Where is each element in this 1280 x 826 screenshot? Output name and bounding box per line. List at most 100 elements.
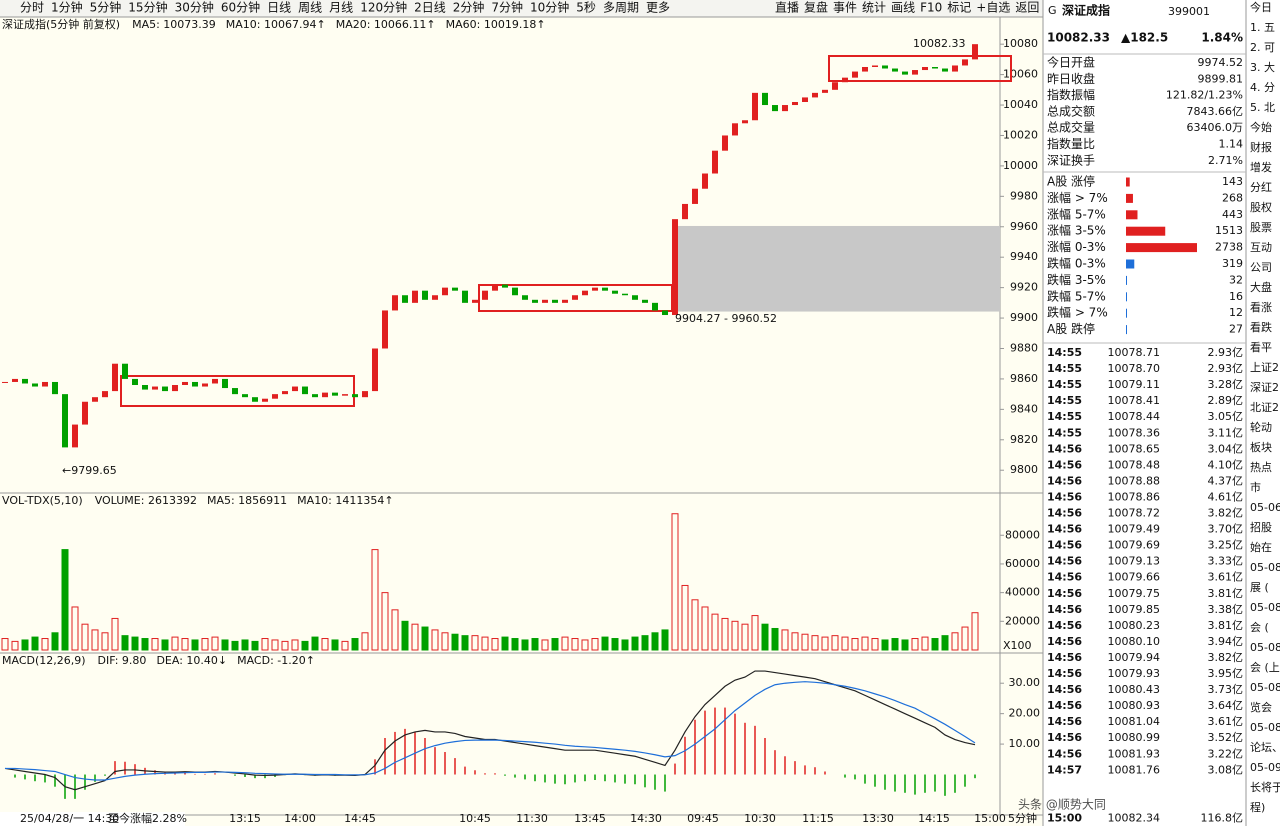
side-item[interactable]: 上证2 [1250, 361, 1279, 374]
side-item[interactable]: 看平 [1250, 340, 1272, 354]
side-item[interactable]: 北证2 [1250, 401, 1279, 414]
tick-time: 14:56 [1047, 619, 1082, 632]
pane-title: VOL-TDX(5,10) [2, 494, 83, 507]
candle [402, 295, 408, 303]
side-item[interactable]: 看跌 [1250, 320, 1272, 334]
candle [392, 295, 398, 311]
candle [862, 66, 868, 72]
side-item[interactable]: 论坛、 [1250, 740, 1280, 754]
period-tab[interactable]: 7分钟 [491, 0, 523, 15]
candle [842, 77, 848, 83]
side-item[interactable]: 3. 大 [1250, 60, 1275, 74]
candle [692, 188, 698, 204]
tick-price: 10081.76 [1108, 763, 1161, 776]
side-item[interactable]: 招股 [1250, 520, 1272, 534]
tool-button[interactable]: 事件 [833, 1, 857, 15]
side-item[interactable]: 05-08 [1250, 681, 1280, 694]
period-tab[interactable]: 1分钟 [51, 0, 83, 15]
quote-pct: 1.84% [1201, 31, 1243, 45]
period-tab[interactable]: 日线 [267, 1, 291, 15]
candle [102, 391, 108, 398]
period-tab[interactable]: 周线 [298, 1, 322, 15]
period-tab[interactable]: 30分钟 [175, 0, 214, 15]
side-item[interactable]: 05-08 [1250, 561, 1280, 574]
tool-button[interactable]: 返回 [1015, 1, 1039, 15]
tool-button[interactable]: 复盘 [804, 0, 828, 15]
tick-time: 14:56 [1047, 539, 1082, 552]
side-item[interactable]: 财报 [1250, 140, 1272, 154]
period-tab[interactable]: 2日线 [414, 1, 446, 15]
side-item[interactable]: 程) [1250, 801, 1265, 814]
tick-amount: 3.25亿 [1208, 539, 1244, 552]
candle [832, 82, 838, 90]
period-tab[interactable]: 2分钟 [453, 0, 485, 15]
tool-button[interactable]: 标记 [947, 1, 971, 15]
breadth-label: 涨幅 > 7% [1047, 190, 1108, 205]
period-tab[interactable]: 5分钟 [90, 0, 122, 15]
tool-button[interactable]: 画线 [891, 1, 915, 15]
period-tab[interactable]: 15分钟 [128, 0, 167, 15]
side-item[interactable]: 长将于 [1250, 781, 1280, 794]
period-tab[interactable]: 120分钟 [360, 0, 407, 15]
period-tab[interactable]: 60分钟 [221, 0, 260, 15]
volume-bar [621, 639, 629, 651]
tick-amount: 116.8亿 [1201, 811, 1244, 824]
side-item[interactable]: 05-09 [1250, 761, 1280, 774]
candle [72, 424, 78, 448]
volume-bar [481, 636, 489, 651]
side-item[interactable]: 5. 北 [1250, 101, 1275, 114]
side-item[interactable]: 会 ( [1250, 621, 1269, 634]
side-item[interactable]: 轮动 [1250, 420, 1272, 434]
side-item[interactable]: 今日 [1250, 0, 1272, 14]
period-tab[interactable]: 10分钟 [530, 0, 569, 15]
tick-time: 14:57 [1047, 763, 1082, 776]
side-item[interactable]: 增发 [1250, 160, 1272, 174]
side-item[interactable]: 1. 五 [1250, 21, 1275, 34]
side-item[interactable]: 热点 [1250, 461, 1272, 474]
volume-bar [791, 632, 799, 651]
side-item[interactable]: 公司 [1250, 261, 1272, 274]
side-item[interactable]: 市 [1250, 480, 1261, 494]
tool-button[interactable]: F10 [920, 1, 942, 15]
side-item[interactable]: 今始 [1250, 120, 1272, 134]
period-tab[interactable]: 分时 [20, 1, 44, 15]
side-item[interactable]: 展 ( [1250, 581, 1269, 594]
period-tab[interactable]: 5秒 [576, 1, 596, 15]
side-item[interactable]: 05-06 [1250, 501, 1280, 514]
x-tick-label: 15:00 [974, 812, 1006, 825]
side-item[interactable]: 览会 [1250, 700, 1272, 714]
side-item[interactable]: 板块 [1250, 440, 1272, 454]
side-item[interactable]: 05-08 [1250, 601, 1280, 614]
tool-button[interactable]: 直播 [775, 1, 799, 15]
quote-code: 399001 [1168, 5, 1210, 18]
side-item[interactable]: 05-08 [1250, 641, 1280, 654]
tick-price: 10079.93 [1108, 667, 1161, 680]
side-item[interactable]: 互动 [1250, 241, 1272, 254]
period-tab[interactable]: 月线 [329, 1, 353, 15]
side-item[interactable]: 始在 [1250, 540, 1272, 554]
side-item[interactable]: 股票 [1250, 221, 1272, 234]
side-item[interactable]: 大盘 [1250, 280, 1272, 294]
period-tab[interactable]: 多周期 [603, 1, 639, 15]
volume-bar [141, 638, 149, 651]
side-item[interactable]: 05-08 [1250, 721, 1280, 734]
side-item[interactable]: 股权 [1250, 201, 1272, 214]
y-tick-label: 20.00 [1009, 707, 1041, 720]
volume-bar [411, 623, 419, 651]
tool-button[interactable]: 统计 [862, 1, 886, 15]
side-item[interactable]: 4. 分 [1250, 81, 1275, 94]
side-item[interactable]: 分红 [1250, 181, 1272, 194]
side-item[interactable]: 会 (上 [1250, 661, 1280, 674]
macd-line [5, 681, 976, 781]
tick-time: 14:56 [1047, 651, 1082, 664]
candle [912, 70, 918, 75]
candle [492, 284, 498, 291]
breadth-label: 跌幅 3-5% [1047, 272, 1106, 287]
side-item[interactable]: 深证2 [1250, 381, 1279, 394]
volume-bar [91, 629, 99, 651]
side-item[interactable]: 2. 可 [1250, 41, 1275, 54]
period-tab[interactable]: 更多 [646, 1, 670, 15]
tool-button[interactable]: +自选 [976, 1, 1010, 15]
side-item[interactable]: 看涨 [1250, 300, 1272, 314]
